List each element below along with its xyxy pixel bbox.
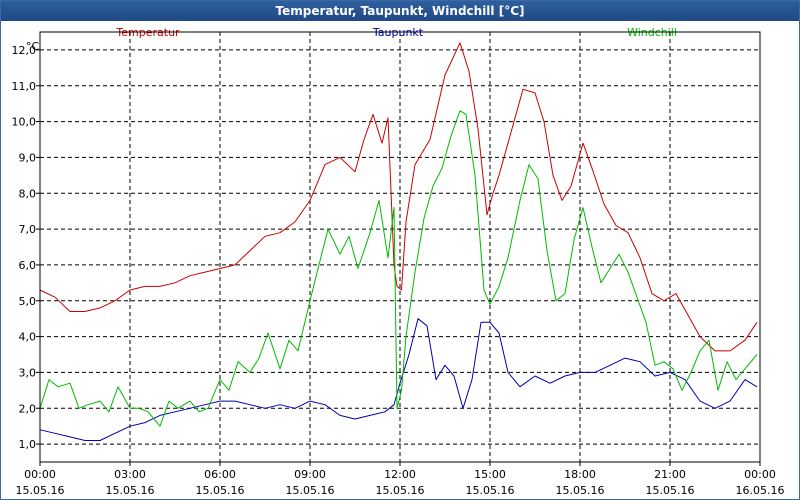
x-tick-date: 15.05.16 (196, 484, 245, 497)
x-tick-date: 16.05.16 (736, 484, 785, 497)
y-ticks: 1,0 2,0 3,0 4,0 5,0 6,0 7,0 8,0 9,0 10,0 11,0 12,0 (12, 44, 40, 451)
y-tick-label: 2,0 (19, 402, 37, 415)
x-tick-date: 15.05.16 (16, 484, 65, 497)
x-tick-date: 15.05.16 (556, 484, 605, 497)
y-tick-label: 9,0 (19, 151, 37, 164)
x-tick-time: 18:00 (564, 468, 596, 481)
y-tick-label: 7,0 (19, 223, 37, 236)
grid (40, 32, 760, 462)
x-tick-time: 00:00 (24, 468, 56, 481)
x-tick-time: 09:00 (294, 468, 326, 481)
series-line-windchill (39, 110, 758, 427)
x-tick-date: 15.05.16 (466, 484, 515, 497)
x-tick-time: 03:00 (114, 468, 146, 481)
y-tick-label: 5,0 (19, 295, 37, 308)
series-group (39, 42, 758, 441)
x-tick-time: 00:00 (744, 468, 776, 481)
plot-border (39, 31, 761, 463)
x-tick-time: 12:00 (384, 468, 416, 481)
x-tick-time: 06:00 (204, 468, 236, 481)
x-tick-date: 15.05.16 (376, 484, 425, 497)
x-tick-time: 21:00 (654, 468, 686, 481)
y-tick-label: 10,0 (12, 116, 37, 129)
x-tick-time: 15:00 (474, 468, 506, 481)
x-tick-date: 15.05.16 (646, 484, 695, 497)
series-line-taupunkt (39, 318, 758, 441)
y-tick-label: 12,0 (12, 44, 37, 57)
y-tick-label: 4,0 (19, 331, 37, 344)
y-tick-label: 6,0 (19, 259, 37, 272)
series-line-temperatur (39, 42, 758, 352)
x-tick-date: 15.05.16 (286, 484, 335, 497)
y-tick-label: 11,0 (12, 80, 37, 93)
y-tick-label: 8,0 (19, 187, 37, 200)
x-tick-date: 15.05.16 (106, 484, 155, 497)
x-ticks: 00:00 15.05.16 03:00 15.05.16 06:00 15.05.16 0… (16, 462, 785, 497)
y-tick-label: 1,0 (19, 438, 37, 451)
chart-title: Temperatur, Taupunkt, Windchill [°C] (1, 1, 799, 21)
y-tick-label: 3,0 (19, 366, 37, 379)
